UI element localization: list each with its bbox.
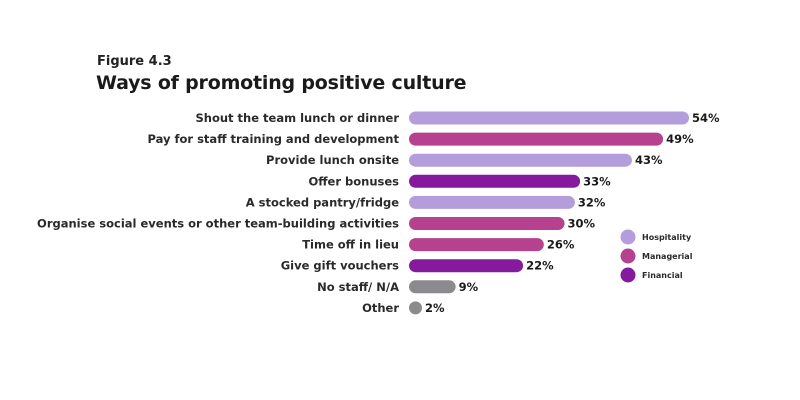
value-label-pay-for-staff-training-and-development: 49% [666,132,694,146]
value-label-no-staff-n-a: 9% [459,280,479,294]
bar-organise-social-events-or-other-team-building-activities [409,217,565,230]
value-label-other: 2% [425,301,445,315]
value-label-give-gift-vouchers: 22% [526,259,554,273]
category-label-organise-social-events-or-other-team-building-activities: Organise social events or other team-bui… [37,217,399,231]
value-label-a-stocked-pantry-fridge: 32% [578,195,606,209]
chart-title: Ways of promoting positive culture [96,72,467,94]
category-label-provide-lunch-onsite: Provide lunch onsite [266,153,399,167]
category-label-shout-the-team-lunch-or-dinner: Shout the team lunch or dinner [195,111,399,125]
bar-a-stocked-pantry-fridge [409,195,575,209]
bar-no-staff-n-a [409,280,456,294]
category-label-pay-for-staff-training-and-development: Pay for staff training and development [147,132,399,146]
legend-label-hospitality: Hospitality [642,233,692,242]
bar-provide-lunch-onsite [409,153,632,167]
category-label-other: Other [362,301,399,315]
value-label-offer-bonuses: 33% [583,174,611,188]
legend-label-financial: Financial [642,271,683,280]
category-label-give-gift-vouchers: Give gift vouchers [281,259,399,273]
bar-give-gift-vouchers [409,259,524,273]
legend-swatch-financial [620,267,636,283]
value-label-provide-lunch-onsite: 43% [635,153,663,167]
category-label-a-stocked-pantry-fridge: A stocked pantry/fridge [246,195,399,209]
bar-pay-for-staff-training-and-development [409,132,664,146]
value-label-organise-social-events-or-other-team-building-activities: 30% [568,217,596,231]
figure-label: Figure 4.3 [97,54,172,69]
legend-label-managerial: Managerial [642,252,693,261]
value-label-shout-the-team-lunch-or-dinner: 54% [692,111,720,125]
legend-swatch-managerial [620,248,636,264]
bar-time-off-in-lieu [409,238,544,252]
bar-other [409,301,422,315]
value-label-time-off-in-lieu: 26% [547,238,575,252]
category-label-offer-bonuses: Offer bonuses [308,174,399,188]
bar-shout-the-team-lunch-or-dinner [409,111,689,125]
legend-swatch-hospitality [620,229,636,245]
category-label-time-off-in-lieu: Time off in lieu [302,238,399,252]
bar-offer-bonuses [409,174,581,188]
category-label-no-staff-n-a: No staff/ N/A [317,280,399,294]
